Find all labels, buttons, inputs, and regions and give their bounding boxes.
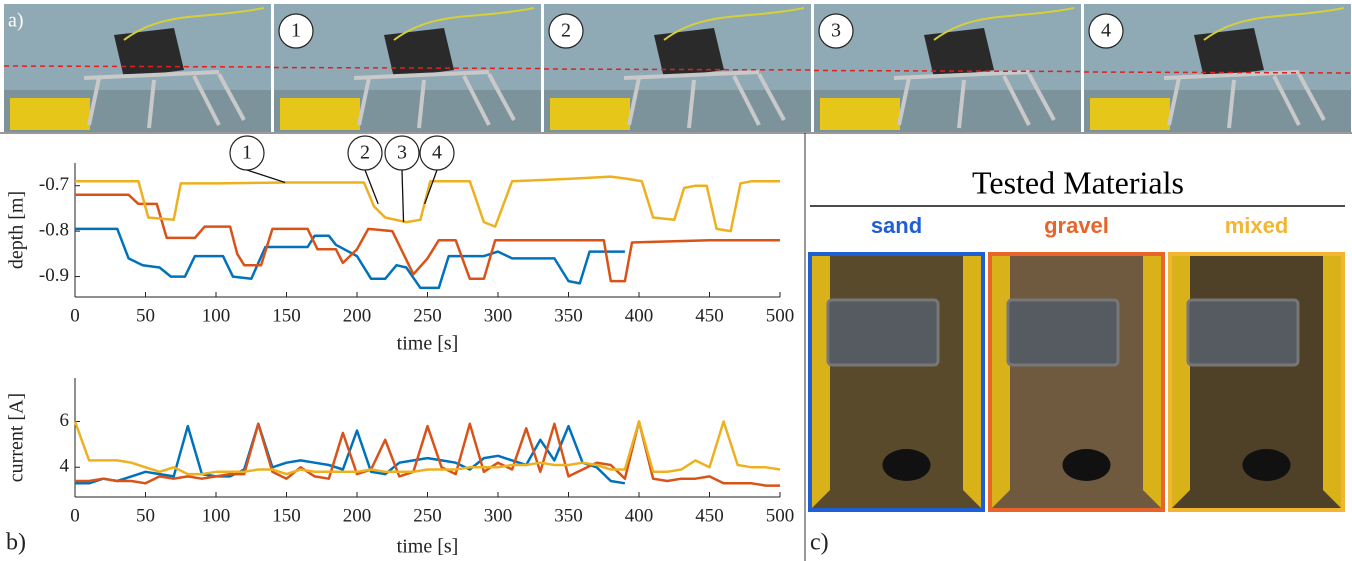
material-name: gravel: [1044, 213, 1109, 238]
y-axis-label: current [A]: [6, 393, 28, 482]
x-axis-label: time [s]: [397, 333, 459, 355]
x-tick-label: 500: [766, 305, 795, 326]
material-name: mixed: [1225, 213, 1289, 238]
robot-body: [1194, 28, 1264, 78]
yellow-box: [280, 98, 360, 130]
frame-label: 4: [1101, 20, 1111, 42]
yellow-box: [1090, 98, 1170, 130]
y-tick-label: -0.8: [39, 219, 69, 240]
x-tick-label: 500: [766, 505, 795, 526]
frame-label: 2: [561, 20, 571, 42]
x-tick-label: 350: [554, 305, 583, 326]
material-name: sand: [871, 213, 922, 238]
materials: sand gravel mixed: [810, 213, 1343, 510]
x-tick-label: 150: [272, 305, 301, 326]
scoop: [1008, 300, 1118, 365]
x-tick-label: 100: [202, 505, 231, 526]
y-tick-label: 4: [60, 456, 70, 477]
x-tick-label: 250: [413, 505, 442, 526]
y-tick-label: -0.9: [39, 265, 69, 286]
x-tick-label: 450: [695, 305, 724, 326]
x-tick-label: 150: [272, 505, 301, 526]
annotation-label: 4: [432, 142, 442, 164]
x-axis-label: time [s]: [397, 536, 459, 558]
y-tick-label: -0.7: [39, 174, 69, 195]
foot: [1243, 449, 1291, 481]
robot-body: [384, 28, 454, 78]
x-tick-label: 400: [625, 305, 654, 326]
x-tick-label: 450: [695, 505, 724, 526]
x-tick-label: 200: [343, 505, 372, 526]
x-tick-label: 50: [136, 305, 155, 326]
x-tick-label: 300: [484, 305, 513, 326]
robot-body: [654, 28, 724, 78]
x-tick-label: 400: [625, 505, 654, 526]
annotation-label: 3: [397, 142, 407, 164]
scoop: [828, 300, 938, 365]
yellow-box: [550, 98, 630, 130]
panel-label: a): [8, 10, 24, 32]
panel-label: c): [810, 530, 829, 556]
yellow-box: [820, 98, 900, 130]
foot: [1063, 449, 1111, 481]
x-tick-label: 200: [343, 305, 372, 326]
y-tick-label: 6: [60, 410, 70, 431]
photo-strip: 1 2 3 4: [4, 4, 1351, 132]
panel-label: b): [6, 530, 26, 556]
panel-title: Tested Materials: [972, 164, 1184, 200]
yellow-box: [10, 98, 90, 130]
figure: 1 2 3 4 a) b) c) Tested Materials sand grave…: [0, 0, 1352, 561]
robot-body: [114, 28, 184, 78]
annotation-label: 2: [360, 142, 370, 164]
foot: [883, 449, 931, 481]
x-tick-label: 50: [136, 505, 155, 526]
scoop: [1188, 300, 1298, 365]
x-tick-label: 0: [70, 305, 80, 326]
x-tick-label: 100: [202, 305, 231, 326]
y-axis-label: depth [m]: [6, 191, 28, 269]
frame-label: 1: [291, 20, 301, 42]
x-tick-label: 250: [413, 305, 442, 326]
x-tick-label: 300: [484, 505, 513, 526]
x-tick-label: 0: [70, 505, 80, 526]
annotation-label: 1: [242, 142, 252, 164]
x-tick-label: 350: [554, 505, 583, 526]
frame-label: 3: [831, 20, 841, 42]
